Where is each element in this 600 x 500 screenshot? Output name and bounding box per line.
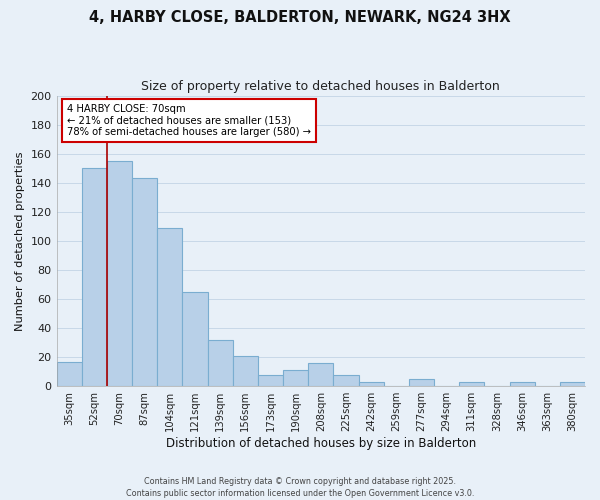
Bar — [560, 382, 585, 386]
Bar — [258, 374, 283, 386]
Text: 4, HARBY CLOSE, BALDERTON, NEWARK, NG24 3HX: 4, HARBY CLOSE, BALDERTON, NEWARK, NG24 … — [89, 10, 511, 25]
Bar — [56, 362, 82, 386]
Bar — [308, 363, 334, 386]
Y-axis label: Number of detached properties: Number of detached properties — [15, 151, 25, 330]
Bar — [459, 382, 484, 386]
Bar — [132, 178, 157, 386]
Bar — [157, 228, 182, 386]
Text: Contains HM Land Registry data © Crown copyright and database right 2025.
Contai: Contains HM Land Registry data © Crown c… — [126, 476, 474, 498]
Text: 4 HARBY CLOSE: 70sqm
← 21% of detached houses are smaller (153)
78% of semi-deta: 4 HARBY CLOSE: 70sqm ← 21% of detached h… — [67, 104, 311, 138]
Title: Size of property relative to detached houses in Balderton: Size of property relative to detached ho… — [142, 80, 500, 93]
Bar — [107, 161, 132, 386]
Bar — [208, 340, 233, 386]
Bar — [182, 292, 208, 386]
X-axis label: Distribution of detached houses by size in Balderton: Distribution of detached houses by size … — [166, 437, 476, 450]
Bar — [233, 356, 258, 386]
Bar — [359, 382, 383, 386]
Bar — [409, 379, 434, 386]
Bar — [509, 382, 535, 386]
Bar — [334, 374, 359, 386]
Bar — [82, 168, 107, 386]
Bar — [283, 370, 308, 386]
